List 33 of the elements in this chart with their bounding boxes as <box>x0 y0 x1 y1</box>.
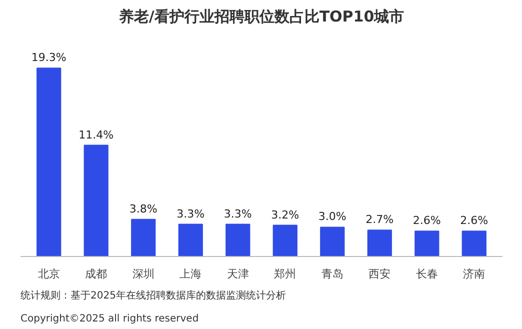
x-tick-label: 北京 <box>38 268 60 280</box>
data-label: 3.0% <box>318 210 346 224</box>
x-tick-label: 天津 <box>226 268 249 280</box>
chart-title: 养老/看护行业招聘职位数占比TOP10城市 <box>118 8 404 26</box>
bar <box>462 230 486 256</box>
data-label: 3.2% <box>271 208 300 222</box>
bar <box>178 224 203 256</box>
x-tick-label: 西安 <box>368 268 391 280</box>
x-tick-label: 济南 <box>463 268 486 280</box>
text: 统计规则：基于2025年在线招聘数据库的数据监测统计分析 <box>20 290 286 302</box>
data-label: 3.3% <box>176 207 205 220</box>
data-label: 2.7% <box>366 213 394 226</box>
bar <box>36 68 62 256</box>
bar <box>272 224 298 256</box>
x-tick-label: 长春 <box>416 268 438 280</box>
bar <box>367 230 392 256</box>
data-label: 2.6% <box>460 214 488 228</box>
data-label: 11.4% <box>78 128 114 142</box>
text: Copyright©2025 all rights reserved <box>20 314 199 324</box>
x-tick-label: 上海 <box>180 268 202 280</box>
bar <box>414 230 440 256</box>
data-label: 3.8% <box>129 202 158 216</box>
data-label: 2.6% <box>412 214 441 228</box>
data-label: 19.3% <box>31 51 66 64</box>
x-tick-label: 郑州 <box>274 268 296 280</box>
bar <box>131 218 156 256</box>
x-tick-label: 青岛 <box>321 268 344 280</box>
x-tick-label: 深圳 <box>132 268 154 280</box>
bar <box>320 226 345 256</box>
x-tick-label: 成都 <box>85 268 108 280</box>
bar <box>226 224 250 256</box>
data-label: 3.3% <box>224 207 252 220</box>
bar <box>84 144 108 256</box>
